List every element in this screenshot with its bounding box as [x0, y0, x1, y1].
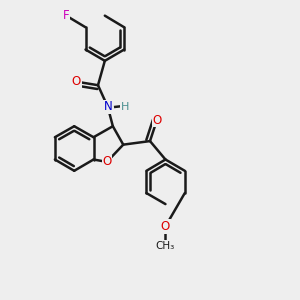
Text: O: O [152, 114, 161, 127]
Text: H: H [121, 102, 129, 112]
Text: O: O [72, 75, 81, 88]
Text: O: O [161, 220, 170, 233]
Text: CH₃: CH₃ [156, 241, 175, 251]
Text: N: N [103, 100, 112, 113]
Text: O: O [102, 155, 112, 168]
Text: F: F [63, 9, 70, 22]
